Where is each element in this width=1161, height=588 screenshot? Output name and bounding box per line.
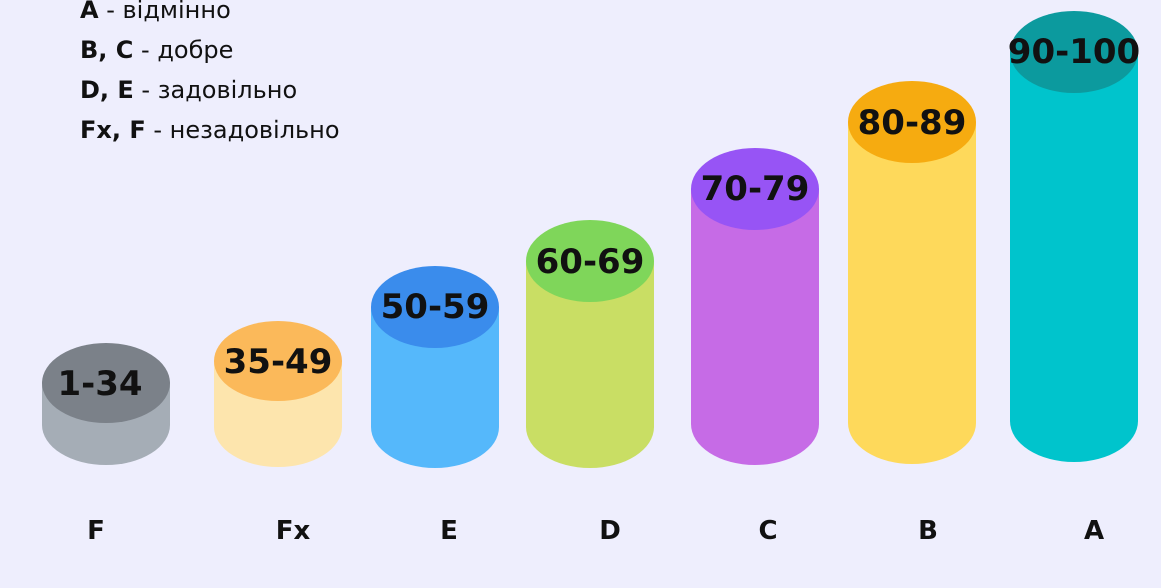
cylinder-body [1010, 52, 1138, 462]
grade-label: D [599, 516, 621, 546]
legend-item-bc: B, C - добре [80, 30, 340, 70]
cylinder-a: 90-100 A [1008, 11, 1140, 546]
range-label: 1-34 [57, 364, 142, 404]
legend-meaning: задовільно [157, 76, 298, 104]
cylinder-top [371, 266, 499, 348]
legend-item-fxf: Fx, F - незадовільно [80, 110, 340, 150]
legend-meaning: незадовільно [169, 116, 340, 144]
cylinder-body [371, 307, 499, 468]
cylinder-d: 60-69 D [526, 220, 654, 546]
grade-label: B [918, 516, 938, 546]
range-label: 70-79 [701, 169, 810, 209]
legend-grades: A [80, 0, 99, 24]
legend-item-de: D, E - задовільно [80, 70, 340, 110]
range-label: 50-59 [381, 287, 490, 327]
grade-label: A [1084, 516, 1104, 546]
cylinder-top [42, 343, 170, 423]
range-label: 90-100 [1008, 32, 1140, 72]
cylinder-top [526, 220, 654, 302]
grade-legend: A - відмінно B, C - добре D, E - задовіл… [80, 0, 340, 150]
cylinder-e: 50-59 E [371, 266, 499, 546]
cylinder-top [848, 81, 976, 163]
legend-separator: - [133, 36, 158, 64]
cylinder-f: 1-34 F [42, 343, 170, 546]
grade-label: Fx [276, 516, 311, 546]
grade-label: F [87, 516, 105, 546]
cylinder-body [691, 189, 819, 465]
legend-grades: Fx, F [80, 116, 146, 144]
legend-separator: - [133, 76, 158, 104]
legend-separator: - [145, 116, 170, 144]
cylinder-top [214, 321, 342, 401]
cylinder-b: 80-89 B [848, 81, 976, 546]
legend-meaning: добре [157, 36, 234, 64]
grade-label: E [440, 516, 458, 546]
range-label: 80-89 [858, 103, 967, 143]
cylinder-fx: 35-49 Fx [214, 321, 342, 546]
grade-label: C [758, 516, 777, 546]
cylinder-c: 70-79 C [691, 148, 819, 546]
cylinder-body [848, 122, 976, 464]
cylinder-top [691, 148, 819, 230]
legend-grades: D, E [80, 76, 134, 104]
legend-item-a: A - відмінно [80, 0, 340, 30]
legend-grades: B, C [80, 36, 134, 64]
cylinder-top [1010, 11, 1138, 93]
range-label: 35-49 [224, 342, 333, 382]
cylinder-body [526, 261, 654, 468]
legend-separator: - [98, 0, 123, 24]
range-label: 60-69 [536, 242, 645, 282]
legend-meaning: відмінно [122, 0, 231, 24]
